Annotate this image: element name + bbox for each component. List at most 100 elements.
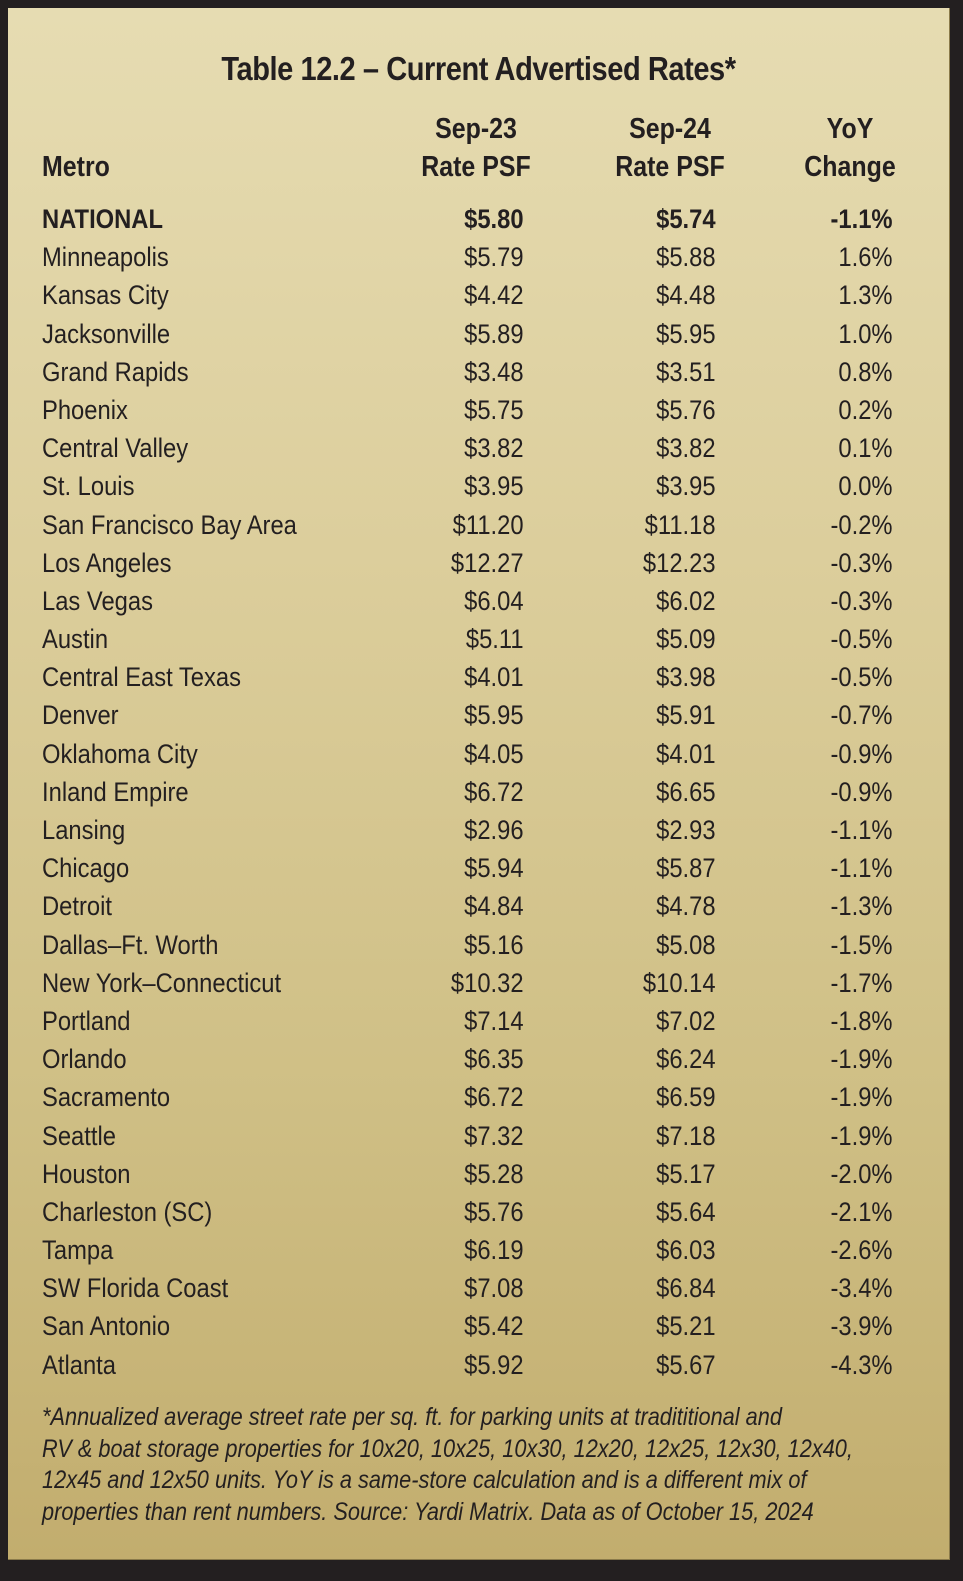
sep23-rate-cell: $3.48 bbox=[464, 356, 524, 387]
column-header-yoy: YoY Change bbox=[773, 110, 928, 186]
sep23-rate-cell: $5.95 bbox=[464, 700, 524, 731]
sep23-rate-cell: $5.28 bbox=[464, 1158, 524, 1189]
sep24-rate-cell: $5.17 bbox=[656, 1158, 716, 1189]
table-row: Houston $5.28 $5.17 -2.0% bbox=[8, 1155, 949, 1193]
sep23-rate-cell: $11.20 bbox=[453, 509, 524, 540]
yoy-change-cell: -1.5% bbox=[830, 929, 893, 960]
yoy-change-cell: -0.3% bbox=[830, 585, 893, 616]
table-row: Charleston (SC) $5.76 $5.64 -2.1% bbox=[8, 1193, 949, 1231]
sep24-rate-cell: $3.98 bbox=[656, 662, 716, 693]
sep23-rate-cell: $2.96 bbox=[464, 815, 524, 845]
yoy-change-cell: -4.3% bbox=[830, 1349, 893, 1380]
yoy-change-cell: -3.4% bbox=[830, 1273, 893, 1304]
sep24-rate-cell: $2.93 bbox=[656, 815, 716, 845]
sep24-rate-cell: $6.02 bbox=[656, 585, 716, 616]
table-row: Orlando $6.35 $6.24 -1.9% bbox=[8, 1040, 949, 1078]
sep24-rate-cell: $5.09 bbox=[656, 624, 716, 655]
column-header-sep23-line1: Sep-23 bbox=[435, 113, 517, 145]
metro-cell: Minneapolis bbox=[42, 242, 169, 273]
sep24-rate-cell: $5.88 bbox=[656, 242, 716, 273]
column-header-yoy-line2: Change bbox=[804, 151, 896, 183]
yoy-change-cell: -3.9% bbox=[830, 1311, 893, 1342]
sep24-rate-cell: $11.18 bbox=[645, 509, 716, 540]
column-header-sep23: Sep-23 Rate PSF bbox=[399, 110, 554, 186]
metro-cell: SW Florida Coast bbox=[42, 1273, 229, 1304]
metro-cell: Austin bbox=[42, 624, 109, 655]
table-row: Oklahoma City $4.05 $4.01 -0.9% bbox=[8, 735, 949, 773]
table-title: Table 12.2 – Current Advertised Rates* bbox=[221, 50, 736, 87]
metro-cell: Houston bbox=[42, 1158, 131, 1189]
footnote-line: RV & boat storage properties for 10x20, … bbox=[42, 1434, 853, 1463]
sep23-rate-cell: $3.95 bbox=[464, 471, 524, 502]
footnote-line: 12x45 and 12x50 units. YoY is a same-sto… bbox=[42, 1466, 807, 1494]
sep24-rate-cell: $3.51 bbox=[656, 356, 716, 387]
sep24-rate-cell: $4.48 bbox=[656, 280, 716, 311]
sep23-rate-cell: $5.42 bbox=[464, 1311, 524, 1342]
metro-cell: Oklahoma City bbox=[42, 738, 198, 769]
sep23-rate-cell: $4.01 bbox=[464, 662, 524, 693]
sep23-rate-cell: $5.80 bbox=[464, 204, 524, 234]
metro-cell: San Francisco Bay Area bbox=[42, 509, 297, 540]
metro-cell: Central Valley bbox=[42, 433, 189, 464]
sep24-rate-cell: $5.64 bbox=[656, 1196, 716, 1227]
metro-cell: Chicago bbox=[42, 853, 130, 884]
yoy-change-cell: -1.1% bbox=[830, 815, 893, 845]
sep24-rate-cell: $5.76 bbox=[656, 394, 716, 425]
metro-cell: Seattle bbox=[42, 1120, 116, 1151]
sep24-rate-cell: $3.95 bbox=[656, 471, 716, 502]
table-row: Sacramento $6.72 $6.59 -1.9% bbox=[8, 1078, 949, 1116]
table-row: San Antonio $5.42 $5.21 -3.9% bbox=[8, 1307, 949, 1345]
yoy-change-cell: -0.5% bbox=[830, 624, 893, 655]
table-row: Seattle $7.32 $7.18 -1.9% bbox=[8, 1117, 949, 1155]
sep24-rate-cell: $7.02 bbox=[656, 1005, 716, 1036]
yoy-change-cell: -1.9% bbox=[830, 1082, 893, 1113]
yoy-change-cell: -2.0% bbox=[830, 1158, 893, 1189]
metro-cell: Phoenix bbox=[42, 394, 128, 425]
sep23-rate-cell: $6.19 bbox=[464, 1235, 524, 1266]
sep23-rate-cell: $7.32 bbox=[464, 1120, 524, 1151]
metro-cell: Denver bbox=[42, 700, 119, 731]
metro-cell: Inland Empire bbox=[42, 776, 189, 807]
footnote-line: properties than rent numbers. Source: Ya… bbox=[42, 1497, 814, 1526]
table-row: St. Louis $3.95 $3.95 0.0% bbox=[8, 467, 949, 505]
metro-cell: Central East Texas bbox=[42, 662, 241, 693]
sep23-rate-cell: $5.76 bbox=[464, 1196, 524, 1227]
table-row: Lansing $2.96 $2.93 -1.1% bbox=[8, 811, 949, 849]
sep24-rate-cell: $3.82 bbox=[656, 433, 716, 464]
sep23-rate-cell: $5.16 bbox=[464, 929, 524, 960]
table-row: Portland $7.14 $7.02 -1.8% bbox=[8, 1002, 949, 1040]
yoy-change-cell: 0.0% bbox=[838, 471, 893, 502]
metro-cell: Grand Rapids bbox=[42, 356, 189, 387]
metro-cell: Lansing bbox=[42, 815, 126, 845]
sep24-rate-cell: $6.84 bbox=[656, 1273, 716, 1304]
table-row: San Francisco Bay Area $11.20 $11.18 -0.2% bbox=[8, 506, 949, 544]
sep23-rate-cell: $6.04 bbox=[464, 585, 524, 616]
metro-cell: Sacramento bbox=[42, 1082, 171, 1113]
metro-cell: San Antonio bbox=[42, 1311, 171, 1342]
sep23-rate-cell: $4.42 bbox=[464, 280, 524, 311]
metro-cell: Dallas–Ft. Worth bbox=[42, 929, 219, 960]
sep24-rate-cell: $4.01 bbox=[656, 738, 716, 769]
metro-cell: St. Louis bbox=[42, 471, 135, 502]
table-row: Central Valley $3.82 $3.82 0.1% bbox=[8, 429, 949, 467]
column-header-sep24: Sep-24 Rate PSF bbox=[593, 110, 748, 186]
sep23-rate-cell: $6.35 bbox=[464, 1044, 524, 1075]
metro-cell: Kansas City bbox=[42, 280, 169, 311]
sep24-rate-cell: $5.91 bbox=[656, 700, 716, 731]
sep24-rate-cell: $5.95 bbox=[656, 318, 716, 349]
table-row: Denver $5.95 $5.91 -0.7% bbox=[8, 696, 949, 734]
yoy-change-cell: 0.8% bbox=[838, 356, 893, 387]
sep23-rate-cell: $5.89 bbox=[464, 318, 524, 349]
footnote: *Annualized average street rate per sq. … bbox=[42, 1402, 912, 1528]
metro-cell: Tampa bbox=[42, 1235, 114, 1266]
sep23-rate-cell: $7.08 bbox=[464, 1273, 524, 1304]
yoy-change-cell: -0.2% bbox=[830, 509, 893, 540]
sep24-rate-cell: $5.74 bbox=[656, 204, 716, 234]
metro-cell: Charleston (SC) bbox=[42, 1196, 213, 1227]
yoy-change-cell: 0.2% bbox=[838, 394, 893, 425]
yoy-change-cell: 1.0% bbox=[838, 318, 893, 349]
table-row: Las Vegas $6.04 $6.02 -0.3% bbox=[8, 582, 949, 620]
footnote-line: *Annualized average street rate per sq. … bbox=[42, 1403, 782, 1431]
sep24-rate-cell: $10.14 bbox=[643, 967, 716, 998]
sep24-rate-cell: $5.87 bbox=[656, 853, 716, 884]
